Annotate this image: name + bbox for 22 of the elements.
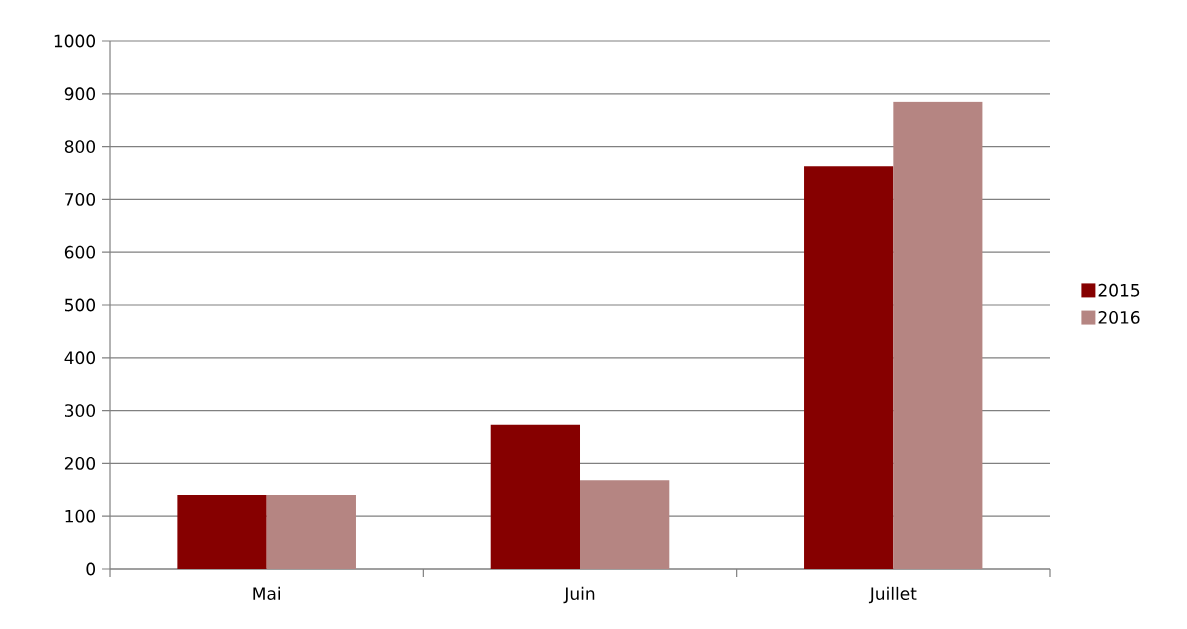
bar [580, 480, 670, 569]
bar [490, 424, 580, 569]
y-tick-label: 600 [64, 245, 96, 259]
bar [266, 495, 356, 569]
bar [893, 101, 983, 569]
x-tick-label: Juillet [868, 586, 917, 604]
y-tick-label: 1000 [54, 34, 96, 48]
bar [177, 495, 267, 569]
y-tick-label: 900 [64, 87, 96, 101]
y-tick-label: 300 [65, 404, 96, 418]
y-tick-label: 700 [65, 192, 96, 206]
bar [804, 166, 894, 569]
y-tick-label: 400 [64, 351, 96, 365]
y-tick-label: 500 [65, 298, 96, 312]
y-tick-label: 800 [64, 140, 96, 154]
legend-label: 2016 [1098, 310, 1140, 324]
legend-label: 2015 [1098, 283, 1140, 297]
x-tick-label: Mai [253, 586, 280, 600]
y-tick-label: 200 [64, 456, 96, 470]
x-tick-label: Juin [563, 586, 595, 604]
y-tick-label: 0 [86, 562, 96, 576]
y-tick-label: 100 [65, 509, 96, 523]
